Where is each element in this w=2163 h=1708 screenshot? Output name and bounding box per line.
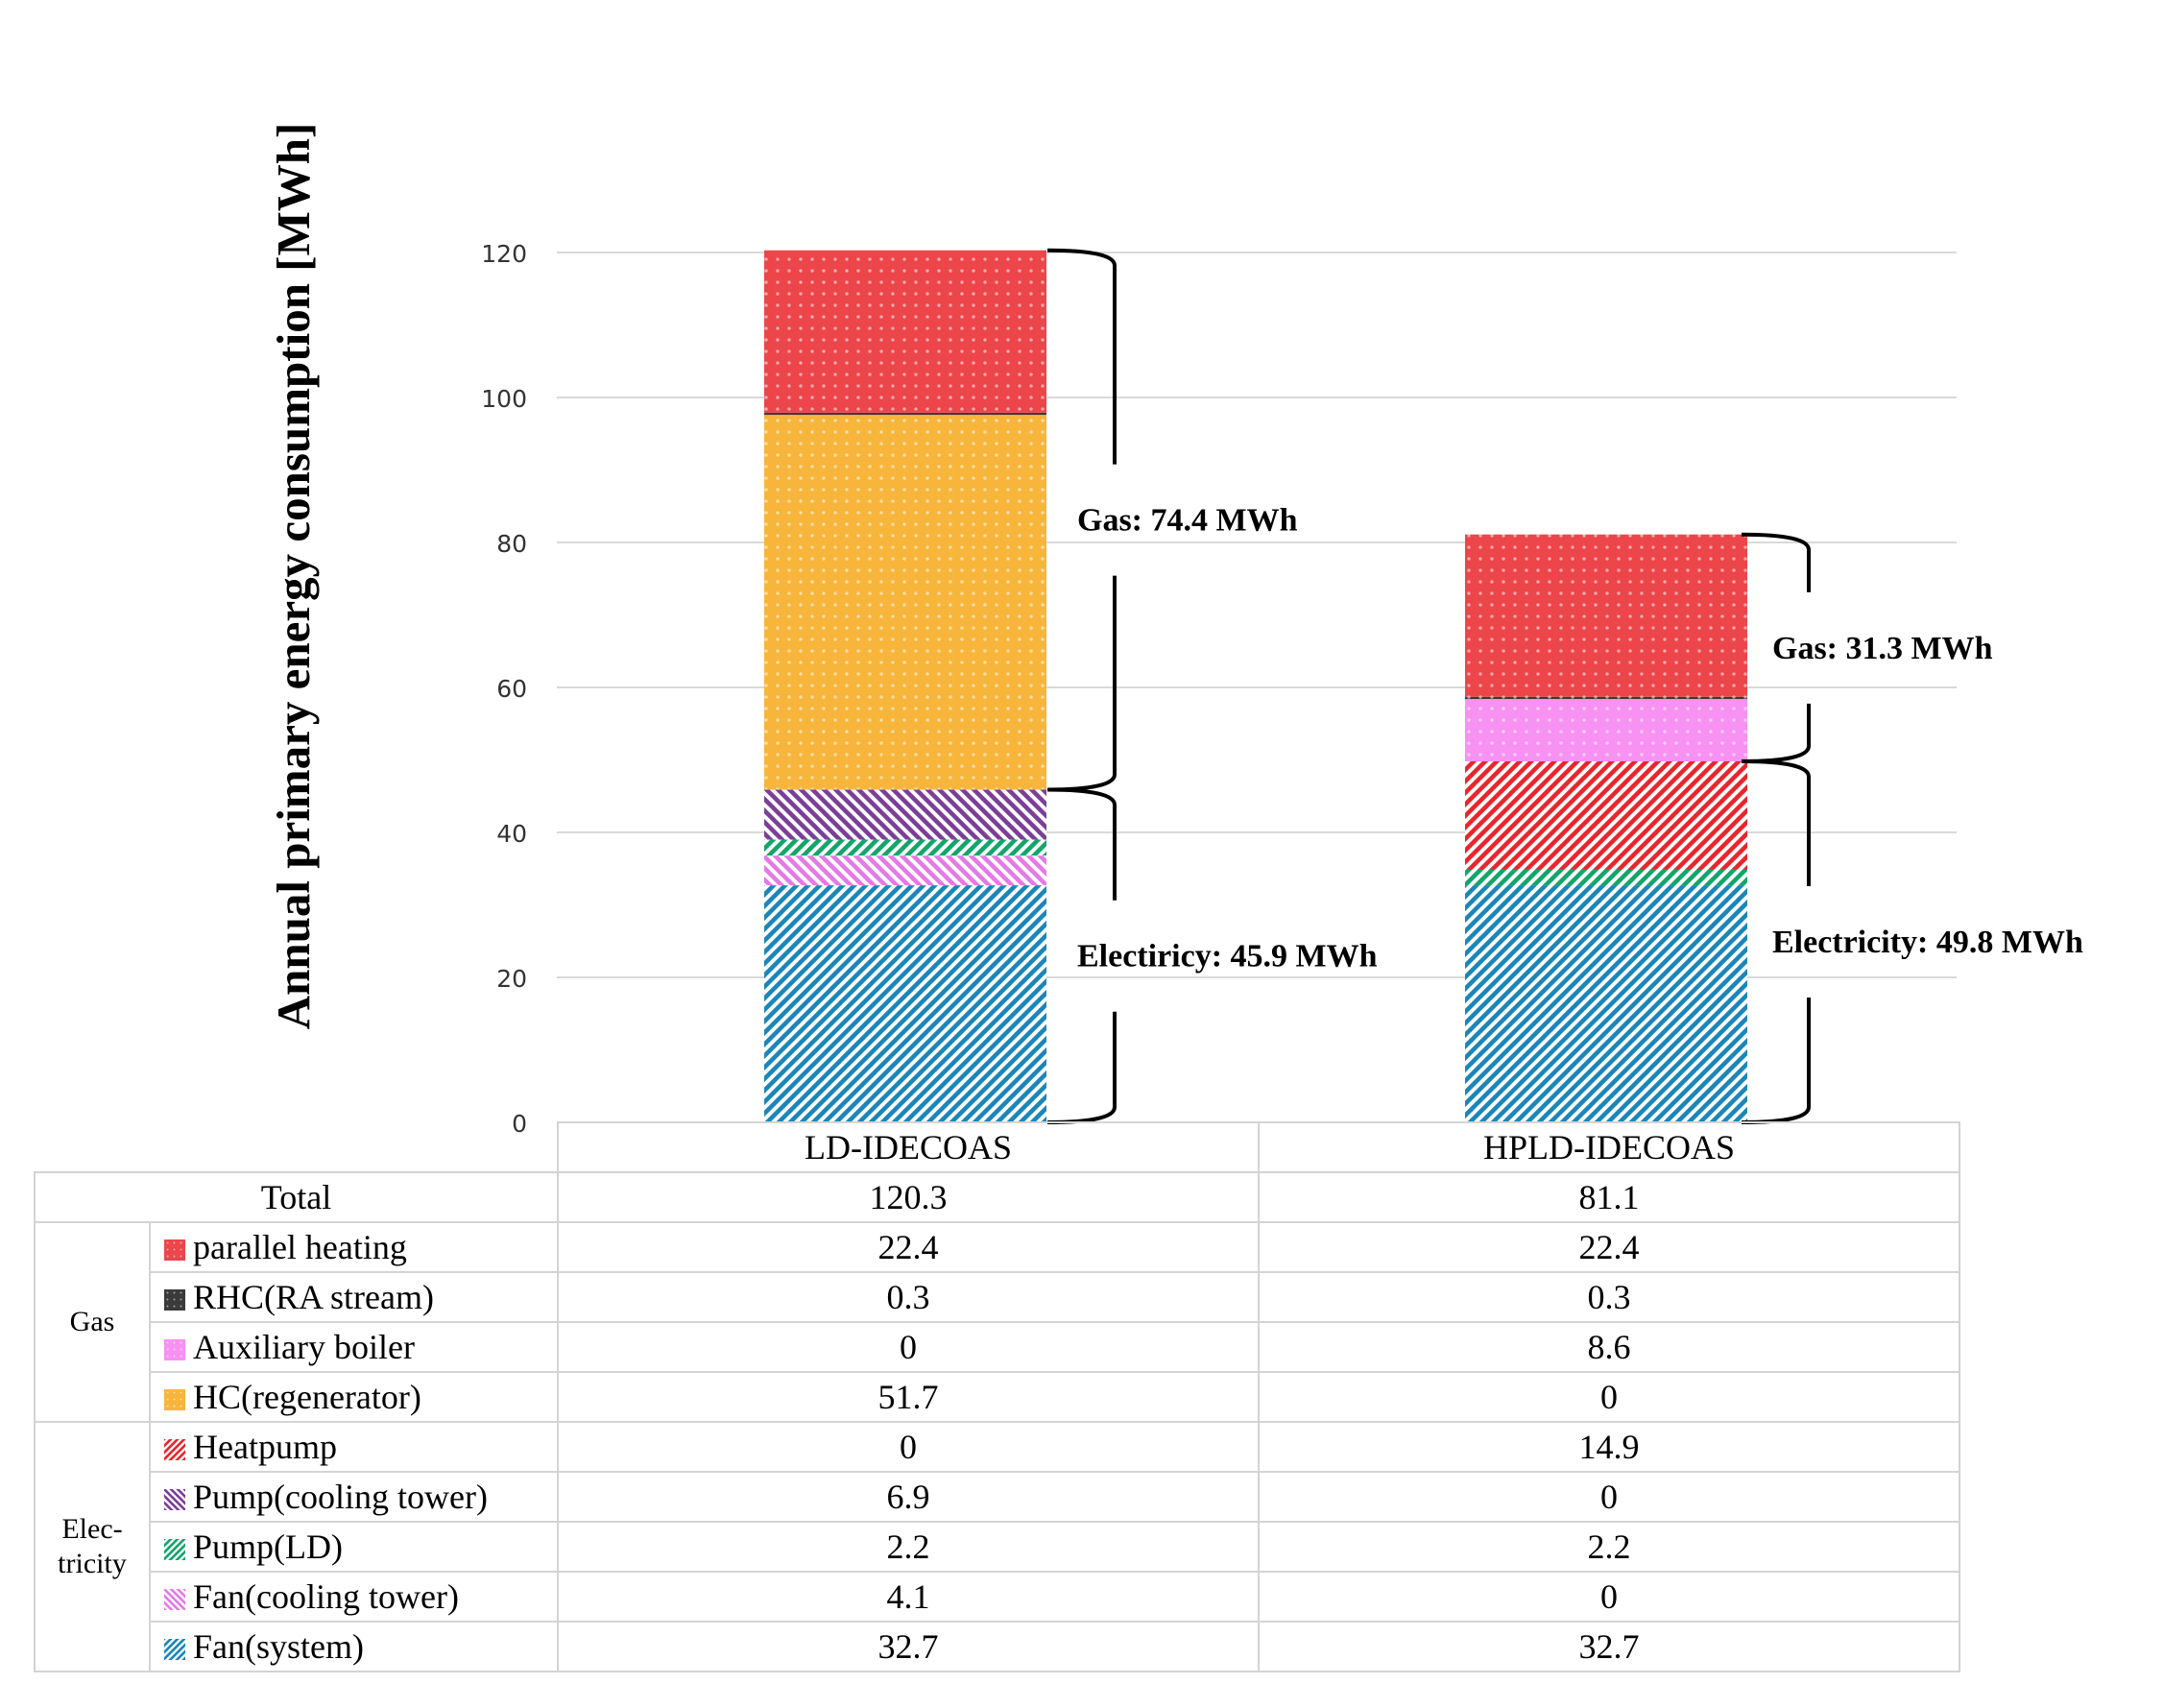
table-row: Fan(cooling tower) 4.1 0 <box>35 1571 1960 1623</box>
table-value: 8.6 <box>1258 1321 1960 1373</box>
table-row: Gas parallel heating 22.4 22.4 <box>34 1221 1960 1423</box>
bar-segment-fan-cooling-tower <box>764 855 1046 886</box>
y-tick-label: 60 <box>496 675 527 703</box>
y-tick-label: 40 <box>496 820 527 848</box>
table-value: 51.7 <box>557 1371 1260 1423</box>
legend-parallel-heating: parallel heating <box>149 1221 559 1273</box>
table-row: RHC(RA stream) 0.3 0.3 <box>35 1271 1960 1323</box>
y-tick-label: 80 <box>496 530 527 558</box>
y-tick-label: 100 <box>481 385 527 413</box>
table-value: 0.3 <box>1258 1271 1960 1323</box>
legend-swatch-icon <box>164 1539 185 1560</box>
annotation-label: Electricity: 49.8 MWh <box>1772 925 2083 960</box>
legend-fan-system: Fan(system) <box>149 1621 559 1672</box>
table-value: 0 <box>557 1421 1260 1473</box>
table-value: 32.7 <box>1258 1621 1960 1672</box>
table-value: 2.2 <box>557 1521 1260 1573</box>
table-value: 14.9 <box>1258 1421 1960 1473</box>
group-label-electricity: Elec-tricity <box>34 1421 151 1672</box>
legend-swatch-icon <box>164 1439 185 1460</box>
legend-pump-cooling-tower: Pump(cooling tower) <box>149 1471 559 1523</box>
annotation-label: Electiricy: 45.9 MWh <box>1077 939 1378 974</box>
bar-segment-rhc-ra-stream <box>764 412 1046 416</box>
y-tick-label: 20 <box>496 965 527 993</box>
legend-pump-ld: Pump(LD) <box>149 1521 559 1573</box>
legend-fan-cooling-tower: Fan(cooling tower) <box>149 1571 559 1623</box>
table-value: 32.7 <box>557 1621 1260 1672</box>
table-value: 0 <box>557 1321 1260 1373</box>
total-label: Total <box>34 1171 559 1223</box>
legend-swatch-icon <box>164 1389 185 1410</box>
bar-segment-parallel-heating <box>764 250 1046 413</box>
table-value: 0 <box>1258 1371 1960 1423</box>
table-value: 0 <box>1258 1471 1960 1523</box>
table-corner <box>35 1122 559 1173</box>
legend-swatch-icon <box>164 1589 185 1610</box>
annotation-label: Gas: 74.4 MWh <box>1077 503 1298 539</box>
table-value: 0.3 <box>557 1271 1260 1323</box>
table-row: Pump(cooling tower) 6.9 0 <box>35 1471 1960 1523</box>
total-value: 81.1 <box>1258 1171 1960 1223</box>
table-value: 22.4 <box>557 1221 1260 1273</box>
bar-segment-pump-ld <box>1465 869 1747 886</box>
table-value: 0 <box>1258 1571 1960 1623</box>
legend-heatpump: Heatpump <box>149 1421 559 1473</box>
data-table: LD-IDECOAS HPLD-IDECOAS Total 120.3 81.1 Gas p… <box>34 1121 1960 1672</box>
table-row: Total 120.3 81.1 <box>34 1171 1960 1223</box>
table-value: 22.4 <box>1258 1221 1960 1273</box>
table-row: Pump(LD) 2.2 2.2 <box>35 1521 1960 1573</box>
group-label-gas: Gas <box>34 1221 151 1423</box>
table-row: Fan(system) 32.7 32.7 <box>35 1621 1960 1672</box>
bar-segment-parallel-heating <box>1465 534 1747 697</box>
legend-hc-regenerator: HC(regenerator) <box>149 1371 559 1423</box>
table-value: 2.2 <box>1258 1521 1960 1573</box>
legend-swatch-icon <box>164 1489 185 1510</box>
bar-segment-auxiliary-boiler <box>1465 699 1747 762</box>
column-header-ld-idecoas: LD-IDECOAS <box>557 1121 1260 1173</box>
legend-swatch-icon <box>164 1339 185 1360</box>
table-value: 6.9 <box>557 1471 1260 1523</box>
bar-segment-rhc-ra-stream <box>1465 696 1747 700</box>
bar-segment-pump-ld <box>764 839 1046 856</box>
bar-segment-fan-system <box>764 885 1046 1122</box>
bar-segment-pump-cooling-tower <box>764 789 1046 840</box>
column-header-hpld-idecoas: HPLD-IDECOAS <box>1258 1121 1960 1173</box>
table-row: LD-IDECOAS HPLD-IDECOAS <box>35 1121 1960 1173</box>
total-value: 120.3 <box>557 1171 1260 1223</box>
legend-swatch-icon <box>164 1639 185 1660</box>
bar-segment-hc-regenerator <box>764 415 1046 790</box>
annotation-label: Gas: 31.3 MWh <box>1772 631 1993 666</box>
table-value: 4.1 <box>557 1571 1260 1623</box>
legend-swatch-icon <box>164 1289 185 1311</box>
legend-swatch-icon <box>164 1239 185 1261</box>
legend-auxiliary-boiler: Auxiliary boiler <box>149 1321 559 1373</box>
legend-rhc-ra-stream: RHC(RA stream) <box>149 1271 559 1323</box>
table-row: Elec-tricity Heatpump 0 14.9 <box>34 1421 1960 1672</box>
y-axis-label: Annual primary energy consumption [MWh] <box>267 123 320 1030</box>
table-row: HC(regenerator) 51.7 0 <box>35 1371 1960 1423</box>
table-row: Auxiliary boiler 0 8.6 <box>35 1321 1960 1373</box>
bar-segment-heatpump <box>1465 761 1747 870</box>
bar-segment-fan-system <box>1465 885 1747 1122</box>
y-tick-label: 120 <box>481 240 527 268</box>
